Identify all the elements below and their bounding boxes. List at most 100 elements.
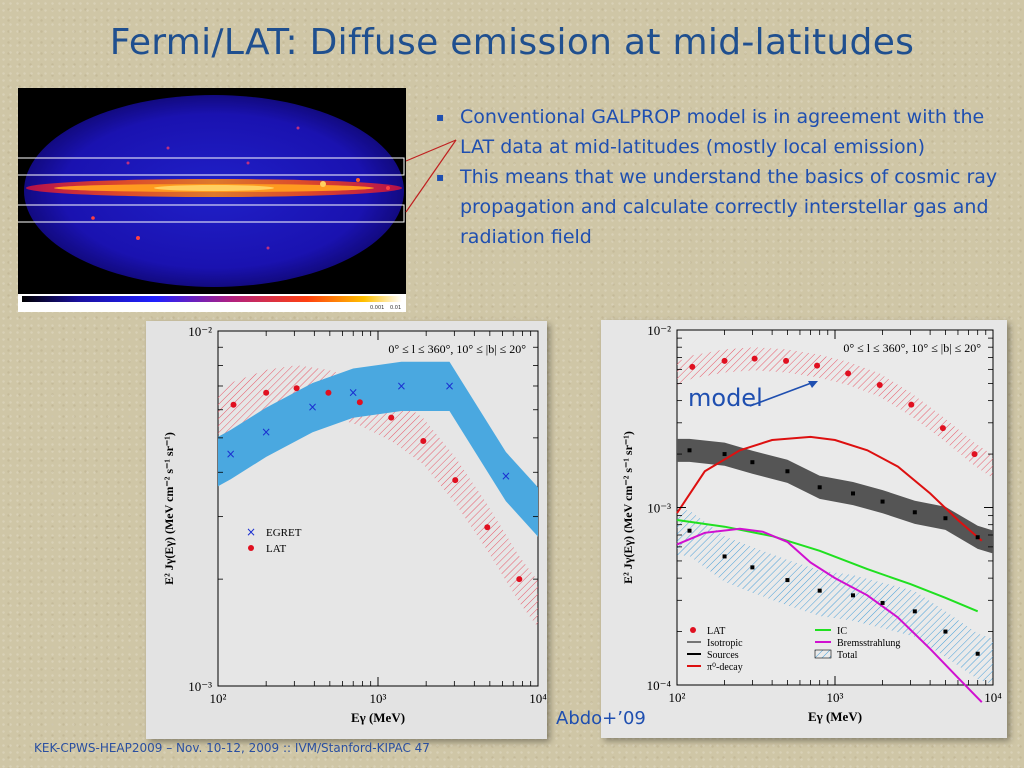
ic-line: [676, 519, 979, 613]
citation: Abdo+’09: [556, 708, 646, 729]
isotropic-point: [785, 578, 790, 583]
galprop-model-spectrum-chart: 10² 10³ 10⁴ 10⁻² 10⁻³ 10⁻⁴ Eγ (MeV) E² Jγ(Eγ) (…: [601, 320, 1007, 738]
y-tick-label: 10⁻³: [188, 679, 212, 694]
x-tick-label: 10⁴: [529, 691, 547, 706]
sources-point: [912, 510, 917, 515]
colorbar-tick: 0.01: [390, 305, 401, 311]
isotropic-point: [912, 609, 917, 614]
sources-point: [722, 452, 727, 457]
legend-sources-label: Sources: [707, 650, 739, 661]
egret-point: ×: [445, 379, 455, 393]
egret-point: ×: [308, 400, 318, 414]
legend-total-label: Total: [837, 650, 858, 661]
y-axis-label: E² Jγ(Eγ) (MeV cm⁻² s⁻¹ sr⁻¹): [621, 431, 635, 584]
x-tick-label: 10³: [827, 690, 844, 705]
lat-point: [516, 576, 523, 583]
bullet-list: ▪ Conventional GALPROP model is in agreem…: [436, 102, 1006, 252]
model-arrow: [749, 381, 818, 407]
legend-lat-label: LAT: [707, 626, 725, 637]
lat-model-band: [677, 347, 993, 479]
lat-point: [971, 451, 978, 458]
isotropic-point: [851, 593, 856, 598]
region-label: 0° ≤ l ≤ 360°, 10° ≤ |b| ≤ 20°: [388, 342, 526, 356]
legend-egret-marker: ×: [246, 525, 256, 539]
lat-point: [783, 357, 790, 364]
lat-point: [939, 425, 946, 432]
x-tick-label: 10²: [669, 690, 686, 705]
bullet-item: ▪ Conventional GALPROP model is in agreem…: [436, 102, 1006, 162]
isotropic-point: [687, 528, 692, 533]
bremsstrahlung-line: [676, 527, 983, 703]
egret-point: ×: [501, 469, 511, 483]
legend-lat-label: LAT: [266, 543, 286, 555]
egret-lat-spectrum-chart: × × × × × × × 10² 10³ 10⁴ 10⁻² 10⁻³ Eγ (MeV) E² Jγ(Eγ…: [146, 321, 547, 739]
sources-band: [677, 438, 993, 554]
legend-pi0-label: π⁰-decay: [707, 662, 743, 673]
lat-point: [721, 357, 728, 364]
lat-point: [263, 389, 270, 396]
sources-point: [943, 516, 948, 521]
lat-point: [388, 414, 395, 421]
sources-point: [817, 485, 822, 490]
bullet-marker-icon: ▪: [436, 110, 445, 124]
lat-point: [908, 401, 915, 408]
sources-point: [750, 460, 755, 465]
egret-model-band: [218, 361, 538, 537]
lat-point: [751, 355, 758, 362]
lat-point: [356, 399, 363, 406]
isotropic-point: [750, 565, 755, 570]
bullet-text: This means that we understand the basics…: [460, 166, 998, 248]
legend-total-marker: [814, 649, 832, 659]
x-tick-label: 10⁴: [984, 690, 1002, 705]
sources-point: [880, 499, 885, 504]
sources-point: [687, 448, 692, 453]
colorbar-tick: 0.001: [370, 305, 384, 311]
bullet-text: Conventional GALPROP model is in agreeme…: [460, 106, 985, 158]
pi0-decay-line: [676, 435, 983, 542]
lat-point: [484, 524, 491, 531]
lat-point: [814, 362, 821, 369]
region-label: 0° ≤ l ≤ 360°, 10° ≤ |b| ≤ 20°: [843, 341, 981, 355]
lat-point: [876, 381, 883, 388]
y-axis-label: E² Jγ(Eγ) (MeV cm⁻² s⁻¹ sr⁻¹): [162, 432, 176, 585]
legend-lat-marker: [248, 545, 254, 551]
x-axis-label: Eγ (MeV): [808, 709, 862, 724]
y-tick-label: 10⁻⁴: [647, 678, 672, 693]
bullet-marker-icon: ▪: [436, 170, 445, 184]
bullet-item: ▪ This means that we understand the basic…: [436, 162, 1006, 252]
sources-point: [785, 469, 790, 474]
y-tick-label: 10⁻²: [647, 323, 671, 338]
isotropic-point: [880, 600, 885, 605]
legend-bremsstrahlung-label: Bremsstrahlung: [837, 638, 900, 649]
egret-point: ×: [261, 425, 271, 439]
isotropic-point: [722, 554, 727, 559]
pointer-arrows: [405, 139, 457, 213]
x-tick-label: 10³: [370, 691, 387, 706]
lat-point: [689, 363, 696, 370]
legend-lat-marker: [690, 627, 696, 633]
lat-point: [325, 389, 332, 396]
legend-ic-label: IC: [837, 626, 847, 637]
lat-point: [230, 401, 237, 408]
y-tick-label: 10⁻²: [188, 324, 212, 339]
egret-point: ×: [348, 386, 358, 400]
egret-point: ×: [226, 447, 236, 461]
slide-title: Fermi/LAT: Diffuse emission at mid-latit…: [109, 22, 915, 63]
model-annotation: model: [688, 384, 763, 412]
lat-point: [845, 370, 852, 377]
legend-egret-label: EGRET: [266, 527, 302, 539]
lat-point: [293, 385, 300, 392]
isotropic-band: [677, 509, 993, 685]
legend-isotropic-label: Isotropic: [707, 638, 743, 649]
x-tick-label: 10²: [210, 691, 227, 706]
slide-footer: KEK-CPWS-HEAP2009 – Nov. 10-12, 2009 :: …: [34, 741, 430, 755]
isotropic-point: [943, 629, 948, 634]
sources-point: [975, 535, 980, 540]
y-tick-label: 10⁻³: [647, 501, 671, 516]
lat-point: [452, 477, 459, 484]
fermi-sky-map: 0.001 0.01: [9, 88, 406, 312]
isotropic-point: [817, 588, 822, 593]
egret-point: ×: [396, 379, 406, 393]
sources-point: [851, 491, 856, 496]
isotropic-point: [975, 651, 980, 656]
